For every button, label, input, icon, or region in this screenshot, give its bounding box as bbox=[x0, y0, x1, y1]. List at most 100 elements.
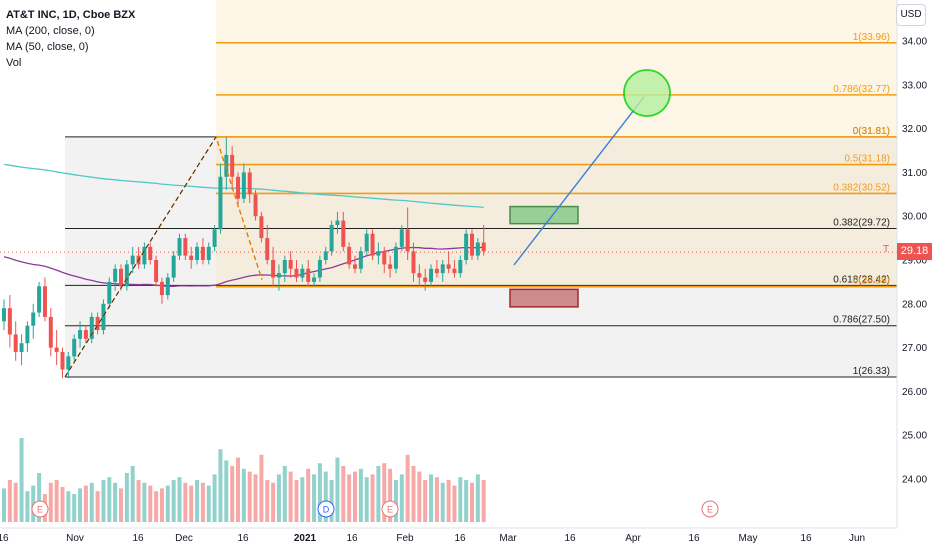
swing-dashed-line-dark bbox=[64, 136, 217, 378]
volume-bar bbox=[224, 460, 229, 522]
volume-bar bbox=[388, 468, 393, 522]
fib1-level-label: 1(33.96) bbox=[853, 32, 890, 43]
price-tick-label: 33.00 bbox=[902, 80, 927, 91]
volume-bar bbox=[54, 480, 59, 522]
candle-body bbox=[241, 172, 246, 199]
candle-body bbox=[200, 246, 205, 260]
ma50-indicator-label[interactable]: MA (50, close, 0) bbox=[6, 41, 89, 53]
ma200-indicator-label[interactable]: MA (200, close, 0) bbox=[6, 25, 95, 37]
volume-bar bbox=[83, 485, 88, 522]
volume-bar bbox=[382, 463, 387, 522]
candle-body bbox=[294, 268, 299, 278]
volume-bar bbox=[19, 438, 24, 522]
volume-bar bbox=[236, 457, 240, 522]
volume-bar bbox=[470, 482, 474, 522]
projection-line bbox=[513, 96, 645, 266]
candle-body bbox=[159, 281, 164, 296]
event-marker-circle bbox=[31, 500, 49, 518]
candle-body bbox=[370, 233, 375, 256]
volume-bar bbox=[13, 482, 18, 522]
volume-bar bbox=[183, 482, 188, 522]
symbol-title: AT&T INC, 1D, Cboe BZX bbox=[6, 9, 136, 21]
volume-bar bbox=[78, 488, 83, 522]
currency-button[interactable]: USD bbox=[896, 4, 926, 26]
volume-bar bbox=[195, 480, 200, 522]
ma50-line bbox=[3, 246, 484, 287]
event-marker[interactable]: E bbox=[31, 500, 49, 518]
candle-body bbox=[236, 176, 240, 199]
candle-body bbox=[288, 260, 293, 269]
target-circle bbox=[623, 69, 671, 117]
last-price-label: 29.18 bbox=[897, 243, 932, 260]
event-marker[interactable]: D bbox=[317, 500, 335, 518]
candle-body bbox=[312, 277, 317, 282]
candle-body bbox=[19, 343, 24, 352]
volume-bar bbox=[376, 466, 381, 522]
price-tick-label: 31.00 bbox=[902, 168, 927, 179]
price-tick-label: 24.00 bbox=[902, 475, 927, 486]
volume-bar bbox=[405, 454, 410, 522]
volume-bar bbox=[370, 474, 375, 522]
candle-body bbox=[388, 264, 393, 269]
volume-bar bbox=[393, 480, 398, 522]
volume-bar bbox=[101, 480, 106, 522]
candle-body bbox=[481, 242, 486, 252]
volume-bar bbox=[107, 477, 112, 522]
volume-indicator-label[interactable]: Vol bbox=[6, 57, 22, 69]
fib1-level-label: 0.786(32.77) bbox=[833, 84, 890, 95]
candle-body bbox=[171, 255, 176, 278]
candle-body bbox=[42, 286, 47, 317]
candle-body bbox=[470, 233, 474, 256]
candle-body bbox=[148, 246, 153, 260]
candle-body bbox=[364, 233, 369, 252]
candle-body bbox=[440, 264, 445, 274]
time-tick-label: 16 bbox=[454, 533, 466, 544]
candle-body bbox=[382, 251, 387, 265]
time-tick-label: 16 bbox=[688, 533, 700, 544]
volume-bar bbox=[446, 480, 451, 522]
price-tick-label: 34.00 bbox=[902, 37, 927, 48]
candle-body bbox=[31, 312, 36, 326]
volume-bar bbox=[464, 480, 469, 522]
price-tick-label: 25.00 bbox=[902, 431, 927, 442]
candle-body bbox=[434, 268, 439, 274]
time-tick-label: May bbox=[739, 533, 758, 544]
price-tick-label: 32.00 bbox=[902, 124, 927, 135]
volume-bar bbox=[429, 474, 434, 522]
event-marker[interactable]: E bbox=[701, 500, 719, 518]
chart-legend: AT&T INC, 1D, Cboe BZX MA (200, close, 0… bbox=[6, 7, 135, 71]
volume-bar bbox=[481, 480, 486, 522]
volume-bar bbox=[335, 457, 340, 522]
event-marker-label: D bbox=[323, 505, 330, 515]
volume-bar bbox=[306, 468, 311, 522]
event-marker[interactable]: E bbox=[381, 500, 399, 518]
price-tick-label: 30.00 bbox=[902, 212, 927, 223]
candle-body bbox=[95, 316, 100, 331]
volume-bar bbox=[95, 491, 100, 522]
volume-bar bbox=[212, 474, 217, 522]
volume-bar bbox=[329, 480, 334, 522]
volume-bar bbox=[66, 491, 71, 522]
time-tick-label: Mar bbox=[499, 533, 517, 544]
candle-body bbox=[282, 260, 287, 274]
candle-body bbox=[224, 154, 229, 177]
volume-bar bbox=[288, 471, 293, 522]
price-tick-label: 26.00 bbox=[902, 387, 927, 398]
candle-body bbox=[317, 260, 322, 278]
fib1-level-label: 0(28.39) bbox=[853, 276, 890, 287]
candle-body bbox=[119, 268, 123, 287]
volume-bar bbox=[253, 474, 258, 522]
volume-bar bbox=[25, 491, 30, 522]
fib2-level-label: 0.382(29.72) bbox=[833, 217, 890, 228]
price-tick-label: 28.00 bbox=[902, 299, 927, 310]
candle-body bbox=[300, 268, 305, 278]
price-axis bbox=[897, 0, 932, 550]
price-tick-label: 29.00 bbox=[902, 256, 927, 267]
volume-bar bbox=[200, 482, 205, 522]
volume-bar bbox=[300, 477, 305, 522]
volume-bar bbox=[31, 485, 36, 522]
candle-body bbox=[276, 273, 281, 278]
volume-bar bbox=[136, 480, 141, 522]
fib1-upper-zone bbox=[216, 0, 897, 137]
